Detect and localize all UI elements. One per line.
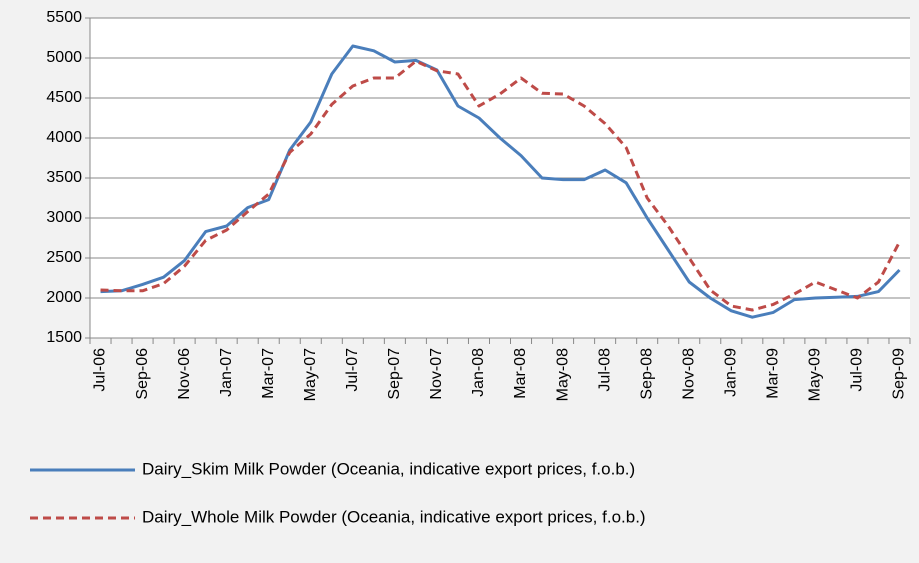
x-tick-label: Jan-08	[470, 348, 487, 397]
y-tick-label: 4500	[46, 89, 82, 106]
x-tick-label: Jan-07	[218, 348, 235, 397]
x-tick-label: May-07	[302, 348, 319, 401]
x-tick-label: May-08	[554, 348, 571, 401]
legend-label: Dairy_Whole Milk Powder (Oceania, indica…	[142, 507, 646, 526]
y-tick-label: 5000	[46, 49, 82, 66]
x-tick-label: Nov-06	[176, 348, 193, 400]
y-tick-label: 2000	[46, 289, 82, 306]
y-tick-label: 3500	[46, 169, 82, 186]
x-tick-label: Nov-08	[680, 348, 697, 400]
y-tick-label: 4000	[46, 129, 82, 146]
series-line	[100, 59, 901, 312]
x-tick-label: Sep-09	[891, 348, 908, 400]
x-tick-label: May-09	[807, 348, 824, 401]
x-tick-label: Jul-08	[596, 348, 613, 392]
series-line	[100, 44, 901, 319]
x-tick-label: Jul-06	[92, 348, 109, 392]
x-tick-label: Mar-07	[260, 348, 277, 399]
y-tick-label: 5500	[46, 9, 82, 26]
x-tick-label: Sep-07	[386, 348, 403, 400]
y-tick-label: 1500	[46, 329, 82, 346]
y-tick-label: 2500	[46, 249, 82, 266]
x-tick-label: Jul-07	[344, 348, 361, 392]
x-tick-label: Mar-09	[765, 348, 782, 399]
x-tick-label: Jan-09	[723, 348, 740, 397]
x-tick-label: Mar-08	[512, 348, 529, 399]
y-tick-label: 3000	[46, 209, 82, 226]
x-tick-label: Nov-07	[428, 348, 445, 400]
x-tick-label: Sep-08	[638, 348, 655, 400]
legend-label: Dairy_Skim Milk Powder (Oceania, indicat…	[142, 459, 635, 478]
x-tick-label: Jul-09	[849, 348, 866, 392]
x-tick-label: Sep-06	[134, 348, 151, 400]
